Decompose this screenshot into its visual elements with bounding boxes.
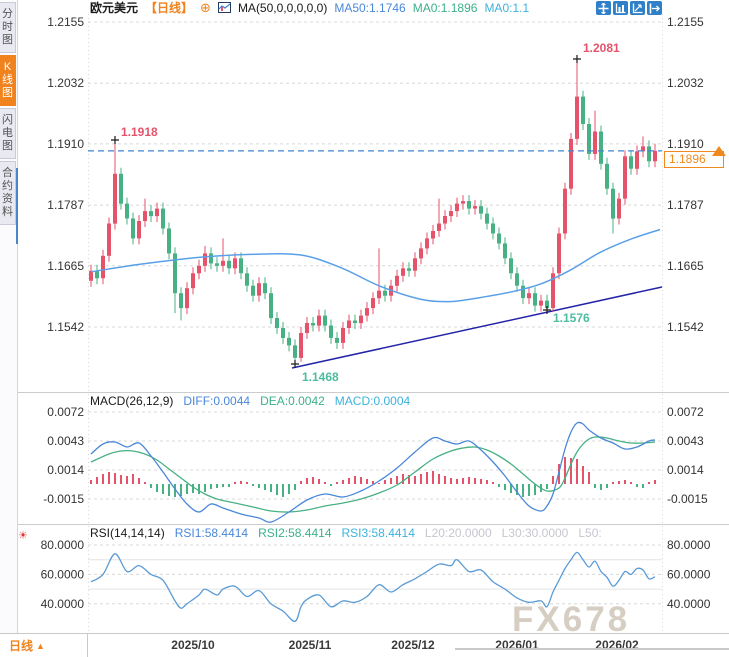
macd-hist-value: MACD:0.0004 bbox=[334, 394, 411, 408]
macd-dea-value: DEA:0.0042 bbox=[260, 394, 325, 408]
ma50-value: MA50:1.1746 bbox=[334, 0, 406, 15]
add-indicator-icon[interactable]: ⊕ bbox=[200, 0, 211, 15]
sidebar-tab-分时图[interactable]: 分时图 bbox=[0, 2, 16, 53]
axis-label: 80.0000 bbox=[41, 538, 85, 552]
date-label: 2025/10 bbox=[171, 638, 215, 652]
candlestick-series bbox=[89, 58, 657, 364]
sidebar: 分时图 K线图闪电图合约资料 bbox=[0, 0, 18, 656]
axis-label: 0.0072 bbox=[47, 405, 84, 419]
axis-label: 1.1665 bbox=[47, 259, 84, 273]
alert-blink-icon[interactable]: ☀ bbox=[18, 530, 28, 542]
sidebar-accent-strip bbox=[16, 168, 18, 244]
price-up-arrow-icon bbox=[712, 146, 726, 156]
axis-label: 1.1542 bbox=[47, 320, 84, 334]
axis-zoom-icon[interactable] bbox=[613, 1, 628, 15]
horizontal-scrollbar[interactable] bbox=[455, 648, 729, 650]
axis-label: 1.1576 bbox=[553, 311, 590, 325]
axis-label: 40.0000 bbox=[667, 597, 711, 611]
chart-toolbar bbox=[596, 1, 662, 15]
price-marker-cross bbox=[291, 360, 299, 368]
axis-label: 1.1918 bbox=[121, 125, 158, 139]
diff-line bbox=[90, 421, 656, 523]
rsi-l50: L50: bbox=[578, 526, 602, 540]
ma-formula: MA(50,0,0,0,0,0) bbox=[237, 0, 328, 15]
exit-right-icon[interactable] bbox=[647, 1, 662, 15]
macd-diff-value: DIFF:0.0044 bbox=[183, 394, 251, 408]
axis-label: 0.0043 bbox=[47, 434, 84, 448]
axis-label: 1.1787 bbox=[667, 198, 704, 212]
axis-label: 0.0014 bbox=[47, 463, 84, 477]
period-label: 日线 bbox=[9, 639, 34, 653]
current-price-badge: 1.1896 bbox=[664, 151, 724, 168]
axis-label: 60.0000 bbox=[667, 567, 711, 581]
sidebar-tab-闪电图[interactable]: 闪电图 bbox=[0, 108, 16, 159]
axis-label: 1.1787 bbox=[47, 198, 84, 212]
macd-header: MACD(26,12,9) DIFF:0.0044 DEA:0.0042 MAC… bbox=[90, 394, 410, 408]
sidebar-tab-合约资料[interactable]: 合约资料 bbox=[0, 161, 16, 225]
ma50-line bbox=[90, 228, 661, 303]
time-axis-bar: 日线 ▲ 2025/10 2025/11 2025/12 2026/01 2026/02 bbox=[0, 633, 729, 657]
macd-panel[interactable]: 0.0072 0.0072 0.0043 0.0043 0.0014 0.0014 -0.0… bbox=[43, 405, 708, 523]
axis-label: 1.1468 bbox=[302, 370, 339, 384]
axis-label: 40.0000 bbox=[41, 597, 85, 611]
axis-scale-icon[interactable] bbox=[630, 1, 645, 15]
axis-label: 1.1542 bbox=[667, 320, 704, 334]
ma0-value-a: MA0:1.1896 bbox=[412, 0, 478, 15]
macd-title: MACD(26,12,9) bbox=[90, 394, 174, 408]
rsi-header: RSI(14,14,14) RSI1:58.4414 RSI2:58.4414 … bbox=[90, 526, 602, 540]
trendline[interactable] bbox=[291, 286, 663, 369]
axis-label: 1.2155 bbox=[667, 15, 704, 29]
axis-label: 0.0014 bbox=[667, 463, 704, 477]
rsi2-value: RSI2:58.4414 bbox=[258, 526, 332, 540]
axis-label: 1.1910 bbox=[47, 137, 84, 151]
axis-label: 1.2032 bbox=[667, 76, 704, 90]
price-marker-cross bbox=[573, 55, 581, 63]
price-marker-cross bbox=[111, 136, 119, 144]
axis-label: 1.1910 bbox=[667, 137, 704, 151]
price-marker-cross bbox=[543, 306, 551, 314]
period-tag: 【日线】 bbox=[145, 1, 194, 15]
ma0-value-b: MA0:1.1 bbox=[484, 0, 530, 15]
date-label: 2025/12 bbox=[391, 638, 435, 652]
mini-chart-icon bbox=[217, 2, 231, 13]
chevron-up-icon: ▲ bbox=[36, 640, 45, 651]
move-icon[interactable] bbox=[596, 1, 611, 15]
axis-label: -0.0015 bbox=[43, 492, 84, 506]
axis-label: 0.0043 bbox=[667, 434, 704, 448]
rsi-title: RSI(14,14,14) bbox=[90, 526, 165, 540]
axis-label: 1.1665 bbox=[667, 259, 704, 273]
period-selector[interactable]: 日线 ▲ bbox=[0, 634, 88, 657]
axis-label: 1.2155 bbox=[47, 15, 84, 29]
axis-label: 80.0000 bbox=[667, 538, 711, 552]
axis-label: -0.0015 bbox=[667, 492, 708, 506]
chart-header: 欧元美元 【日线】 ⊕ MA(50,0,0,0,0,0) MA50:1.1746… bbox=[90, 0, 530, 16]
date-label: 2025/11 bbox=[288, 638, 332, 652]
axis-label: 1.2032 bbox=[47, 76, 84, 90]
sidebar-tab-K线图[interactable]: K线图 bbox=[0, 55, 16, 106]
axis-label: 0.0072 bbox=[667, 405, 704, 419]
symbol-name: 欧元美元 bbox=[90, 1, 139, 15]
rsi1-value: RSI1:58.4414 bbox=[174, 526, 249, 540]
rsi-line bbox=[90, 551, 656, 623]
price-panel[interactable]: 1.2155 1.2155 1.2032 1.2032 1.1910 1.1910 1.17… bbox=[47, 15, 704, 384]
dea-line bbox=[90, 436, 656, 513]
rsi3-value: RSI3:58.4414 bbox=[341, 526, 415, 540]
axis-label: 60.0000 bbox=[41, 567, 85, 581]
axis-label: 1.2081 bbox=[583, 41, 620, 55]
rsi-panel[interactable]: 80.0000 80.0000 60.0000 60.0000 40.0000 40.00… bbox=[41, 538, 711, 623]
rsi-l20: L20:20.0000 bbox=[424, 526, 492, 540]
rsi-l30: L30:30.0000 bbox=[501, 526, 569, 540]
